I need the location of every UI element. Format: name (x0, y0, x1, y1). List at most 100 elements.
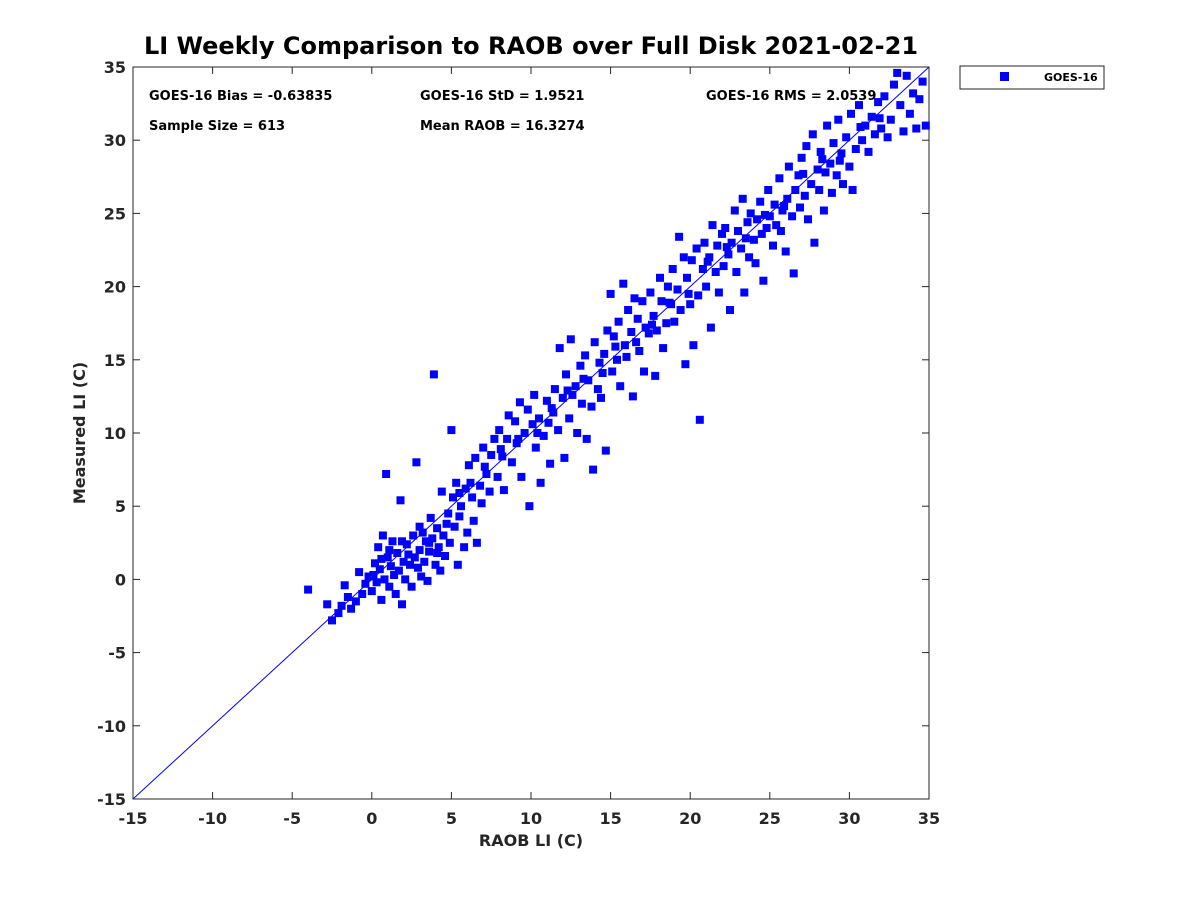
data-point-118 (577, 399, 586, 408)
data-point-64 (453, 560, 462, 569)
data-point-218 (791, 186, 800, 194)
data-point-219 (794, 171, 803, 180)
data-point-250 (867, 112, 876, 121)
data-point-42 (417, 572, 426, 581)
data-point-259 (896, 101, 905, 110)
data-points (304, 68, 930, 625)
data-point-106 (550, 385, 559, 394)
data-point-258 (893, 68, 902, 77)
data-point-181 (713, 241, 722, 250)
data-point-74 (472, 538, 481, 547)
y-tick-label-8: 25 (104, 204, 126, 223)
data-point-151 (649, 311, 658, 320)
data-point-89 (511, 417, 520, 426)
data-point-154 (656, 273, 664, 282)
stat-sample-size: Sample Size = 613 (149, 119, 285, 134)
stat-bias: GOES-16 Bias = -0.63835 (149, 89, 332, 104)
data-point-222 (800, 191, 809, 200)
y-tick-label-2: -5 (108, 644, 126, 663)
data-point-210 (775, 174, 784, 183)
legend-label: GOES-16 (1044, 71, 1098, 84)
data-point-80 (487, 451, 496, 459)
data-point-144 (633, 314, 642, 323)
data-point-175 (700, 238, 709, 247)
data-point-59 (445, 538, 454, 547)
data-point-165 (679, 253, 688, 262)
data-point-166 (681, 360, 690, 369)
data-point-293 (722, 243, 731, 252)
x-tick-label-4: 5 (446, 809, 457, 828)
data-point-2 (328, 616, 336, 625)
data-point-81 (490, 434, 499, 443)
data-point-294 (741, 234, 750, 243)
data-point-130 (603, 326, 612, 335)
data-point-301 (875, 114, 884, 123)
y-tick-label-0: -15 (97, 790, 126, 809)
data-point-119 (581, 351, 590, 360)
data-point-217 (789, 269, 798, 278)
data-point-41 (415, 546, 424, 555)
data-point-185 (721, 224, 730, 232)
data-point-124 (590, 338, 599, 347)
data-point-58 (444, 509, 453, 518)
data-point-22 (383, 553, 392, 562)
data-point-186 (724, 250, 733, 259)
data-point-194 (740, 288, 749, 297)
data-point-27 (391, 590, 400, 598)
data-point-135 (614, 317, 623, 326)
data-point-214 (783, 194, 792, 203)
data-point-134 (613, 355, 621, 364)
x-axis-ticks: -15 -10 -5 0 5 10 15 20 25 30 35 (119, 67, 940, 828)
data-point-96 (528, 420, 537, 429)
data-point-204 (762, 224, 771, 232)
data-point-273 (415, 522, 424, 531)
data-point-61 (449, 493, 457, 502)
data-point-172 (694, 291, 703, 300)
data-point-292 (703, 257, 712, 266)
data-point-203 (759, 276, 768, 285)
data-point-115 (571, 382, 580, 391)
data-point-51 (431, 560, 440, 569)
data-point-69 (463, 528, 472, 537)
data-point-109 (558, 393, 567, 402)
data-point-184 (719, 262, 728, 271)
data-point-44 (420, 557, 429, 566)
data-point-285 (579, 374, 588, 383)
data-point-121 (584, 376, 593, 385)
data-point-94 (523, 405, 532, 414)
data-point-142 (628, 392, 637, 401)
data-point-281 (514, 434, 523, 443)
data-point-243 (847, 109, 855, 118)
data-point-174 (698, 265, 707, 273)
data-point-191 (734, 227, 742, 235)
data-point-176 (702, 282, 711, 291)
data-point-102 (542, 396, 551, 405)
data-point-236 (829, 139, 838, 148)
data-point-112 (565, 414, 574, 423)
data-point-17 (375, 565, 384, 574)
data-point-296 (780, 202, 789, 211)
data-point-104 (546, 459, 555, 468)
data-point-63 (452, 478, 461, 487)
data-point-164 (676, 306, 685, 314)
data-point-133 (609, 332, 618, 341)
data-point-25 (388, 537, 397, 546)
data-point-48 (426, 513, 435, 522)
data-point-46 (423, 576, 432, 585)
data-point-247 (858, 136, 867, 145)
data-point-299 (837, 149, 846, 158)
data-point-233 (823, 121, 832, 130)
data-point-85 (499, 486, 508, 495)
data-point-68 (461, 484, 470, 493)
data-point-147 (640, 367, 648, 376)
x-tick-label-1: -10 (198, 809, 227, 828)
y-tick-label-7: 20 (104, 278, 126, 297)
data-point-215 (784, 162, 793, 171)
data-point-139 (622, 352, 631, 361)
data-point-226 (808, 130, 817, 139)
data-point-79 (485, 487, 494, 496)
data-point-180 (711, 268, 720, 276)
data-point-36 (407, 582, 416, 591)
data-point-274 (425, 538, 434, 547)
legend-box (959, 65, 1105, 90)
